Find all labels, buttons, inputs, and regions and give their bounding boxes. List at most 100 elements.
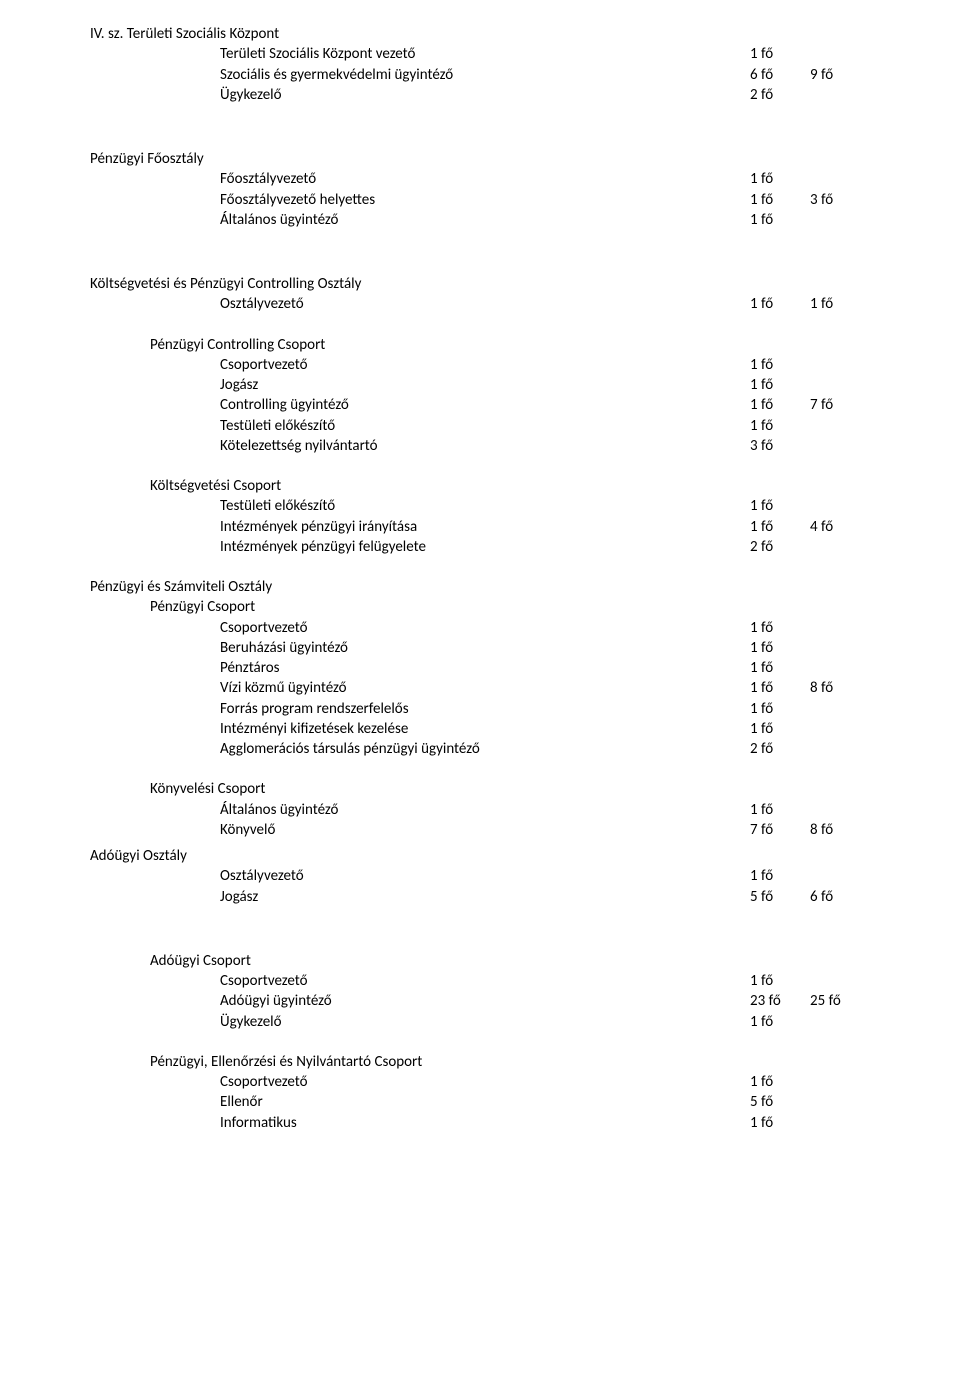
row-c1: 1 fő: [750, 496, 810, 516]
row-label: Főosztályvezető helyettes: [90, 190, 750, 210]
row-label: Vízi közmű ügyintéző: [90, 678, 750, 698]
row-c1: 1 fő: [750, 699, 810, 719]
table-row: Osztályvezető 1 fő 1 fő: [90, 294, 870, 314]
row-label: Főosztályvezető: [90, 169, 750, 189]
row-c2: 1 fő: [810, 294, 870, 314]
table-row: Agglomerációs társulás pénzügyi ügyintéz…: [90, 739, 870, 759]
document-page: IV. sz. Területi Szociális Központ Terül…: [0, 0, 960, 1173]
row-label: Csoportvezető: [90, 355, 750, 375]
row-c1: 2 fő: [750, 85, 810, 105]
table-row: Területi Szociális Központ vezető 1 fő: [90, 44, 870, 64]
row-label: Csoportvezető: [90, 618, 750, 638]
row-label: Pénztáros: [90, 658, 750, 678]
row-c1: 23 fő: [750, 991, 810, 1011]
table-row: Pénztáros 1 fő: [90, 658, 870, 678]
row-c2: 7 fő: [810, 395, 870, 415]
section-title: Könyvelési Csoport: [90, 779, 750, 799]
table-row: Controlling ügyintéző 1 fő 7 fő: [90, 395, 870, 415]
table-row: Könyvelő 7 fő 8 fő: [90, 820, 870, 840]
table-row: Ellenőr 5 fő: [90, 1092, 870, 1112]
section-title: Pénzügyi, Ellenőrzési és Nyilvántartó Cs…: [90, 1052, 750, 1072]
table-row: Szociális és gyermekvédelmi ügyintéző 6 …: [90, 65, 870, 85]
row-c1: 2 fő: [750, 537, 810, 557]
row-c1: 1 fő: [750, 416, 810, 436]
row-c1: 1 fő: [750, 294, 810, 314]
row-label: Controlling ügyintéző: [90, 395, 750, 415]
row-label: Intézményi kifizetések kezelése: [90, 719, 750, 739]
row-c1: 1 fő: [750, 210, 810, 230]
row-label: Adóügyi ügyintéző: [90, 991, 750, 1011]
table-row: Kötelezettség nyilvántartó 3 fő: [90, 436, 870, 456]
section-header: Könyvelési Csoport: [90, 779, 870, 799]
row-label: Testületi előkészítő: [90, 496, 750, 516]
row-label: Csoportvezető: [90, 1072, 750, 1092]
table-row: Főosztályvezető 1 fő: [90, 169, 870, 189]
row-label: Szociális és gyermekvédelmi ügyintéző: [90, 65, 750, 85]
row-label: Informatikus: [90, 1113, 750, 1133]
row-c1: 5 fő: [750, 887, 810, 907]
row-c1: 1 fő: [750, 638, 810, 658]
section-header: Adóügyi Csoport: [90, 951, 870, 971]
row-label: Csoportvezető: [90, 971, 750, 991]
table-row: Forrás program rendszerfelelős 1 fő: [90, 699, 870, 719]
section-title: Pénzügyi és Számviteli Osztály: [90, 577, 750, 597]
row-c2: 9 fő: [810, 65, 870, 85]
table-row: Főosztályvezető helyettes 1 fő 3 fő: [90, 190, 870, 210]
table-row: Csoportvezető 1 fő: [90, 355, 870, 375]
row-label: Osztályvezető: [90, 294, 750, 314]
row-label: Ellenőr: [90, 1092, 750, 1112]
table-row: Testületi előkészítő 1 fő: [90, 496, 870, 516]
row-c1: 1 fő: [750, 375, 810, 395]
row-c1: 1 fő: [750, 719, 810, 739]
row-c1: 1 fő: [750, 618, 810, 638]
row-label: Testületi előkészítő: [90, 416, 750, 436]
row-c1: 1 fő: [750, 44, 810, 64]
table-row: Általános ügyintéző 1 fő: [90, 210, 870, 230]
table-row: Vízi közmű ügyintéző 1 fő 8 fő: [90, 678, 870, 698]
table-row: Informatikus 1 fő: [90, 1113, 870, 1133]
table-row: Csoportvezető 1 fő: [90, 971, 870, 991]
section-header: Költségvetési és Pénzügyi Controlling Os…: [90, 274, 870, 294]
table-row: Csoportvezető 1 fő: [90, 1072, 870, 1092]
section-title: Pénzügyi Főosztály: [90, 149, 750, 169]
row-c1: 1 fő: [750, 800, 810, 820]
row-label: Agglomerációs társulás pénzügyi ügyintéz…: [90, 739, 750, 759]
row-c1: 1 fő: [750, 1072, 810, 1092]
section-header: IV. sz. Területi Szociális Központ: [90, 24, 870, 44]
row-c1: 3 fő: [750, 436, 810, 456]
row-c2: 25 fő: [810, 991, 870, 1011]
row-c1: 1 fő: [750, 517, 810, 537]
row-label: Ügykezelő: [90, 85, 750, 105]
table-row: Testületi előkészítő 1 fő: [90, 416, 870, 436]
row-label: Beruházási ügyintéző: [90, 638, 750, 658]
section-header: Költségvetési Csoport: [90, 476, 870, 496]
table-row: Ügykezelő 1 fő: [90, 1012, 870, 1032]
table-row: Intézményi kifizetések kezelése 1 fő: [90, 719, 870, 739]
row-label: Könyvelő: [90, 820, 750, 840]
row-c1: 1 fő: [750, 169, 810, 189]
section-title: Adóügyi Csoport: [90, 951, 750, 971]
row-c1: 1 fő: [750, 355, 810, 375]
table-row: Beruházási ügyintéző 1 fő: [90, 638, 870, 658]
row-c2: 4 fő: [810, 517, 870, 537]
row-label: Kötelezettség nyilvántartó: [90, 436, 750, 456]
row-c1: 7 fő: [750, 820, 810, 840]
row-c1: 1 fő: [750, 1113, 810, 1133]
row-label: Forrás program rendszerfelelős: [90, 699, 750, 719]
section-header: Pénzügyi Csoport: [90, 597, 870, 617]
row-label: Jogász: [90, 375, 750, 395]
row-c2: 8 fő: [810, 678, 870, 698]
table-row: Jogász 5 fő 6 fő: [90, 887, 870, 907]
row-label: Ügykezelő: [90, 1012, 750, 1032]
section-header: Pénzügyi, Ellenőrzési és Nyilvántartó Cs…: [90, 1052, 870, 1072]
section-header: Adóügyi Osztály: [90, 846, 870, 866]
row-c1: 1 fő: [750, 971, 810, 991]
row-label: Jogász: [90, 887, 750, 907]
table-row: Intézmények pénzügyi felügyelete 2 fő: [90, 537, 870, 557]
section-header: Pénzügyi Főosztály: [90, 149, 870, 169]
row-c1: 2 fő: [750, 739, 810, 759]
row-label: Osztályvezető: [90, 866, 750, 886]
table-row: Intézmények pénzügyi irányítása 1 fő 4 f…: [90, 517, 870, 537]
table-row: Általános ügyintéző 1 fő: [90, 800, 870, 820]
row-label: Területi Szociális Központ vezető: [90, 44, 750, 64]
